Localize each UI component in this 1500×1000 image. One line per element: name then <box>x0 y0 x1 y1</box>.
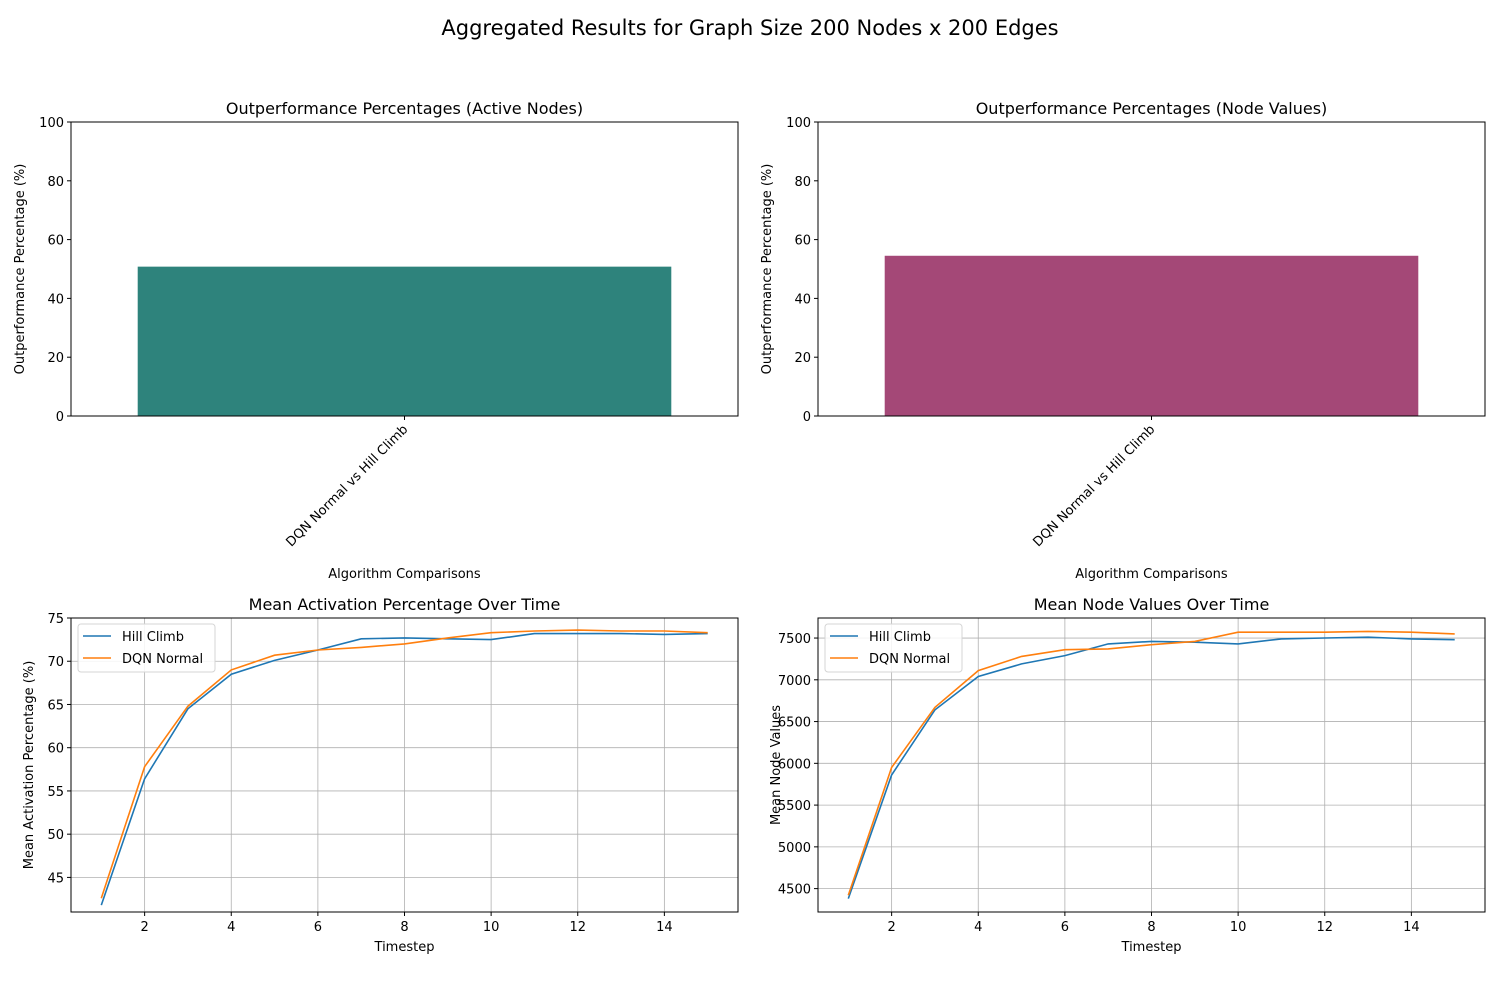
y-tick-label: 6500 <box>778 716 811 731</box>
legend-box <box>824 623 963 673</box>
x-tick-label: 12 <box>1316 920 1333 935</box>
y-tick-label: 40 <box>47 292 64 307</box>
y-tick-label: 100 <box>39 116 64 131</box>
y-tick-label: 4500 <box>778 883 811 898</box>
chart-title: Outperformance Percentages (Active Nodes… <box>226 99 583 118</box>
x-tick-label: 6 <box>314 920 322 935</box>
x-axis-label: Timestep <box>374 940 435 955</box>
y-tick-label: 20 <box>794 351 811 366</box>
x-tick-label: 12 <box>569 920 586 935</box>
y-tick-label: 6000 <box>778 757 811 772</box>
x-axis-label: Algorithm Comparisons <box>328 567 481 582</box>
chart-panel-1: Outperformance Percentages (Active Nodes… <box>13 99 739 582</box>
y-tick-label: 60 <box>47 742 64 757</box>
y-tick-label: 7500 <box>778 632 811 647</box>
bar <box>884 255 1419 416</box>
x-tick-label: 10 <box>483 920 500 935</box>
y-axis-label: Outperformance Percentage (%) <box>13 164 28 375</box>
y-tick-label: 5500 <box>778 799 811 814</box>
y-tick-label: 7000 <box>778 674 811 689</box>
y-tick-label: 45 <box>47 871 64 886</box>
y-tick-label: 40 <box>794 292 811 307</box>
y-tick-label: 80 <box>794 175 811 190</box>
legend-label: Hill Climb <box>869 630 931 645</box>
y-tick-label: 5000 <box>778 841 811 856</box>
y-tick-label: 60 <box>794 234 811 249</box>
y-tick-label: 70 <box>47 655 64 670</box>
x-tick-label: 2 <box>140 920 148 935</box>
y-tick-label: 60 <box>47 234 64 249</box>
y-tick-label: 55 <box>47 785 64 800</box>
y-axis-label: Mean Activation Percentage (%) <box>22 661 37 870</box>
chart-panel-2: Outperformance Percentages (Node Values)… <box>760 99 1486 582</box>
x-tick-label: 8 <box>1147 920 1155 935</box>
x-tick-label: 4 <box>227 920 235 935</box>
x-tick-label: 8 <box>400 920 408 935</box>
bar <box>137 266 672 416</box>
legend-label: DQN Normal <box>869 652 950 667</box>
legend-box <box>77 623 216 673</box>
y-axis-label: Outperformance Percentage (%) <box>760 164 775 375</box>
y-axis-label: Mean Node Values <box>769 705 784 825</box>
x-tick-label: 10 <box>1230 920 1247 935</box>
chart-title: Outperformance Percentages (Node Values) <box>976 99 1328 118</box>
legend: Hill Climb DQN Normal <box>77 623 216 673</box>
chart-title: Mean Node Values Over Time <box>1034 595 1270 614</box>
axes-frame <box>817 121 1486 417</box>
y-tick-label: 50 <box>47 828 64 843</box>
x-axis-label: Timestep <box>1121 940 1182 955</box>
x-tick-label: 4 <box>974 920 982 935</box>
x-tick-label: 14 <box>656 920 673 935</box>
y-tick-label: 0 <box>803 410 811 425</box>
y-tick-label: 20 <box>47 351 64 366</box>
x-tick-label: DQN Normal vs Hill Climb <box>1030 422 1158 550</box>
chart-panel-4: Mean Node Values Over Time 2 4 6 8 10 12 14 Hill… <box>769 595 1486 955</box>
series-line-1 <box>100 632 708 906</box>
legend: Hill Climb DQN Normal <box>824 623 963 673</box>
figure-title: Aggregated Results for Graph Size 200 No… <box>441 16 1059 40</box>
axes-frame <box>817 617 1486 913</box>
chart-title: Mean Activation Percentage Over Time <box>249 595 561 614</box>
x-tick-label: 14 <box>1403 920 1420 935</box>
y-tick-label: 0 <box>56 410 64 425</box>
legend-label: DQN Normal <box>122 652 203 667</box>
series-line-1 <box>847 636 1455 899</box>
y-tick-label: 100 <box>786 116 811 131</box>
y-tick-label: 65 <box>47 698 64 713</box>
x-axis-label: Algorithm Comparisons <box>1075 567 1228 582</box>
x-tick-label: 2 <box>887 920 895 935</box>
x-tick-label: DQN Normal vs Hill Climb <box>283 422 411 550</box>
chart-panel-3: Mean Activation Percentage Over Time 2 4 6 8… <box>22 595 739 955</box>
series-line-2 <box>847 630 1455 896</box>
series-line-2 <box>100 629 708 899</box>
legend-label: Hill Climb <box>122 630 184 645</box>
y-tick-label: 75 <box>47 612 64 627</box>
y-tick-label: 80 <box>47 175 64 190</box>
axes-frame <box>70 121 739 417</box>
axes-frame <box>70 617 739 913</box>
x-tick-label: 6 <box>1061 920 1069 935</box>
